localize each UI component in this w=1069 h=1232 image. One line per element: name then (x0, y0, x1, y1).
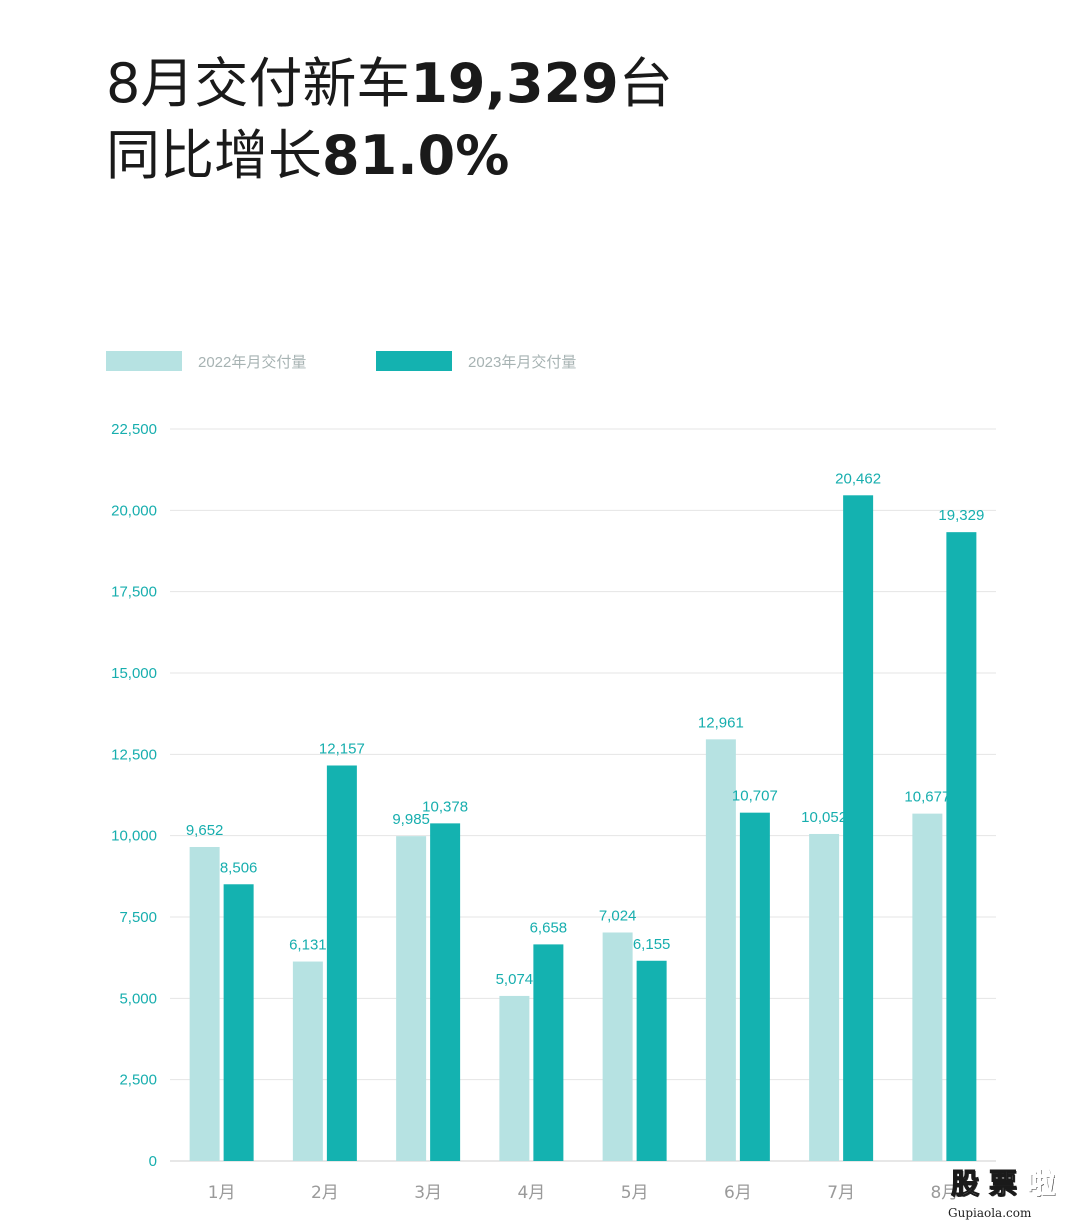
y-tick-label: 5,000 (119, 990, 157, 1007)
headline: 8月交付新车19,329台 同比增长81.0% (106, 48, 673, 192)
data-label: 12,961 (698, 714, 744, 731)
x-tick-label: 1月 (208, 1183, 236, 1203)
bar-2023 (636, 960, 667, 1161)
x-tick-label: 5月 (621, 1183, 649, 1203)
data-label: 6,658 (530, 919, 568, 936)
watermark-char: 票 (988, 1167, 1017, 1201)
bar-2022 (292, 961, 323, 1161)
bar-2022 (499, 995, 530, 1161)
headline-line2-prefix: 同比增长 (106, 124, 322, 187)
legend-label-2023: 2023年月交付量 (468, 353, 577, 371)
bar-2022 (912, 813, 943, 1161)
bar-2023 (843, 495, 874, 1161)
data-label: 6,131 (289, 937, 327, 954)
data-label: 10,707 (732, 788, 778, 805)
legend-swatch-2023 (376, 351, 452, 371)
watermark-char: 股 (950, 1167, 979, 1201)
legend-label-2022: 2022年月交付量 (198, 353, 307, 371)
x-tick-label: 8月 (930, 1183, 958, 1203)
bar-2022 (396, 836, 427, 1161)
bar-2023 (430, 823, 461, 1161)
data-label: 7,024 (599, 907, 637, 924)
y-tick-label: 22,500 (111, 421, 157, 438)
x-tick-label: 7月 (827, 1183, 855, 1203)
bar-2022 (189, 846, 220, 1161)
headline-growth-number: 81.0% (322, 124, 510, 187)
bar-2022 (705, 739, 736, 1161)
bar-2023 (533, 944, 564, 1161)
data-label: 12,157 (319, 740, 365, 757)
y-tick-label: 17,500 (111, 584, 157, 601)
data-label: 10,052 (801, 809, 847, 826)
x-tick-label: 2月 (311, 1183, 339, 1203)
bar-2023 (326, 765, 357, 1161)
data-label: 19,329 (938, 507, 984, 524)
headline-delivery-number: 19,329 (410, 52, 619, 115)
data-label: 9,652 (186, 822, 224, 839)
data-label: 10,677 (904, 789, 950, 806)
headline-line1-prefix: 8月交付新车 (106, 52, 411, 115)
data-label: 5,074 (496, 971, 534, 988)
x-tick-label: 3月 (414, 1183, 442, 1203)
headline-line-2: 同比增长81.0% (106, 120, 673, 192)
watermark-char: 啦 (1026, 1167, 1055, 1201)
data-label: 20,462 (835, 470, 881, 487)
legend-item-2022: 2022年月交付量 (106, 348, 306, 374)
data-label: 6,155 (633, 936, 671, 953)
x-tick-label: 6月 (724, 1183, 752, 1203)
chart-legend: 2022年月交付量 2023年月交付量 (0, 348, 1069, 374)
headline-line-1: 8月交付新车19,329台 (106, 48, 673, 120)
bar-2023 (739, 812, 770, 1161)
bar-2022 (809, 833, 840, 1161)
y-tick-label: 7,500 (119, 909, 157, 926)
watermark-site: Gupiaola.com (948, 1206, 1032, 1220)
y-tick-label: 15,000 (111, 665, 157, 682)
y-tick-label: 0 (149, 1153, 157, 1170)
data-label: 8,506 (220, 859, 258, 876)
bar-2022 (602, 932, 633, 1161)
y-tick-label: 10,000 (111, 828, 157, 845)
x-tick-label: 4月 (517, 1183, 545, 1203)
headline-line1-suffix: 台 (618, 52, 673, 115)
legend-swatch-2022 (106, 351, 182, 371)
legend-item-2023: 2023年月交付量 (376, 348, 576, 374)
watermark-logo: 股 票 啦 Gupiaola.com (948, 1166, 1066, 1228)
y-tick-label: 2,500 (119, 1072, 157, 1089)
y-tick-label: 12,500 (111, 746, 157, 763)
bar-2023 (223, 884, 254, 1161)
data-label: 9,985 (392, 811, 430, 828)
y-tick-label: 20,000 (111, 502, 157, 519)
data-label: 10,378 (422, 798, 468, 815)
bar-2023 (946, 532, 977, 1161)
